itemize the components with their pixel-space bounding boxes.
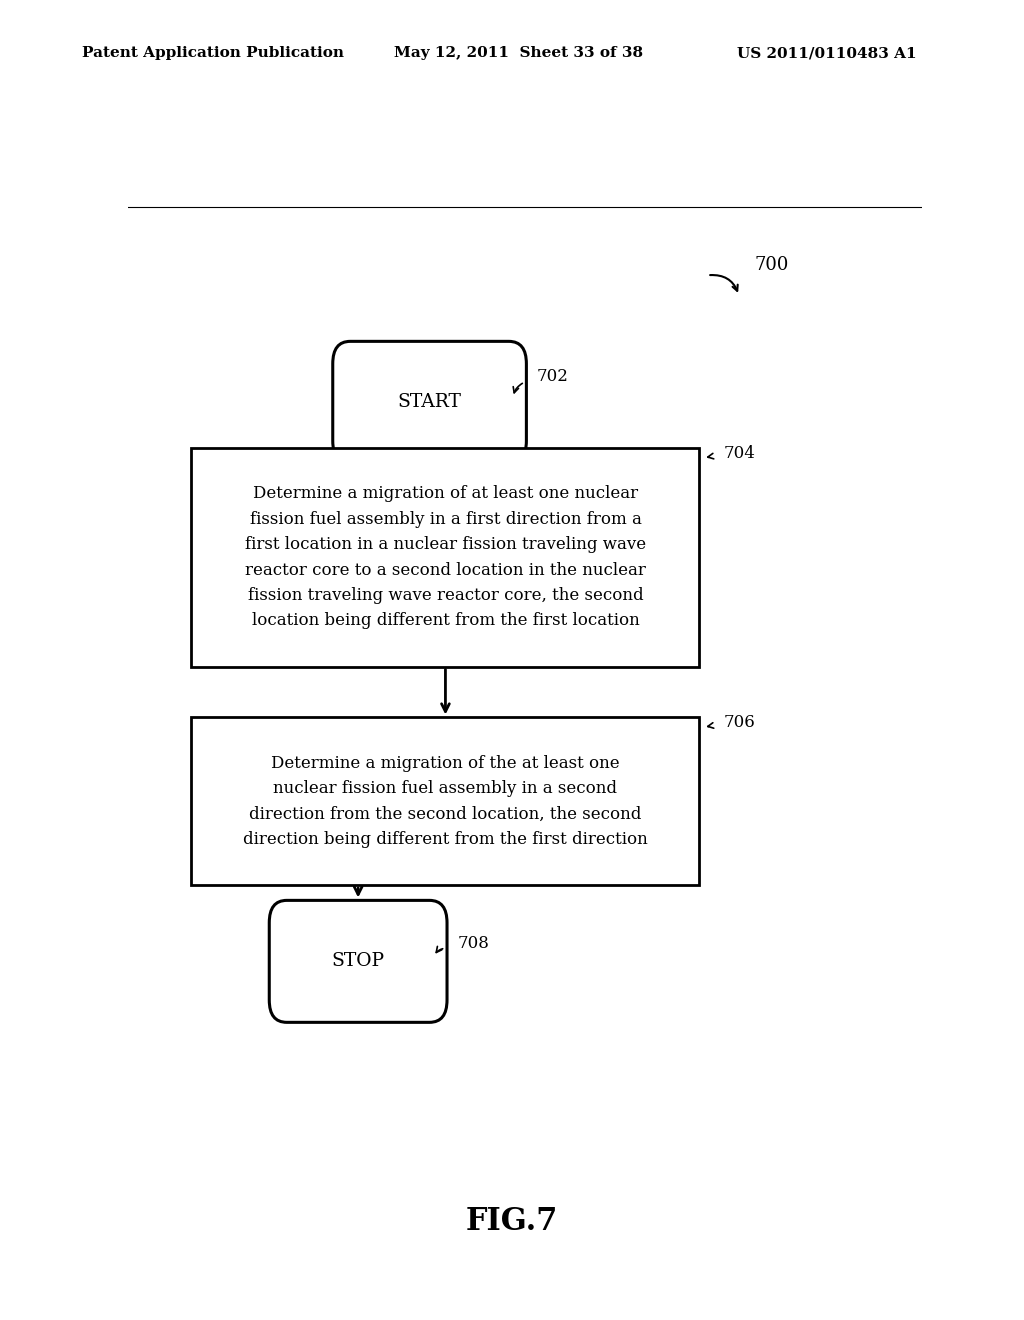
Text: 708: 708 [458,935,489,952]
Text: START: START [397,393,462,412]
FancyBboxPatch shape [333,342,526,463]
Text: STOP: STOP [332,952,385,970]
Text: Determine a migration of the at least one
nuclear fission fuel assembly in a sec: Determine a migration of the at least on… [243,755,648,847]
Text: Determine a migration of at least one nuclear
fission fuel assembly in a first d: Determine a migration of at least one nu… [245,486,646,630]
Text: Patent Application Publication: Patent Application Publication [82,46,344,61]
Text: 702: 702 [537,368,568,385]
FancyBboxPatch shape [269,900,447,1022]
Text: 700: 700 [755,256,790,275]
Text: 704: 704 [723,445,755,462]
Text: 706: 706 [723,714,755,731]
Bar [191,447,699,667]
Bar [191,718,699,886]
Text: May 12, 2011  Sheet 33 of 38: May 12, 2011 Sheet 33 of 38 [394,46,643,61]
Text: FIG.7: FIG.7 [466,1205,558,1237]
Text: US 2011/0110483 A1: US 2011/0110483 A1 [737,46,916,61]
